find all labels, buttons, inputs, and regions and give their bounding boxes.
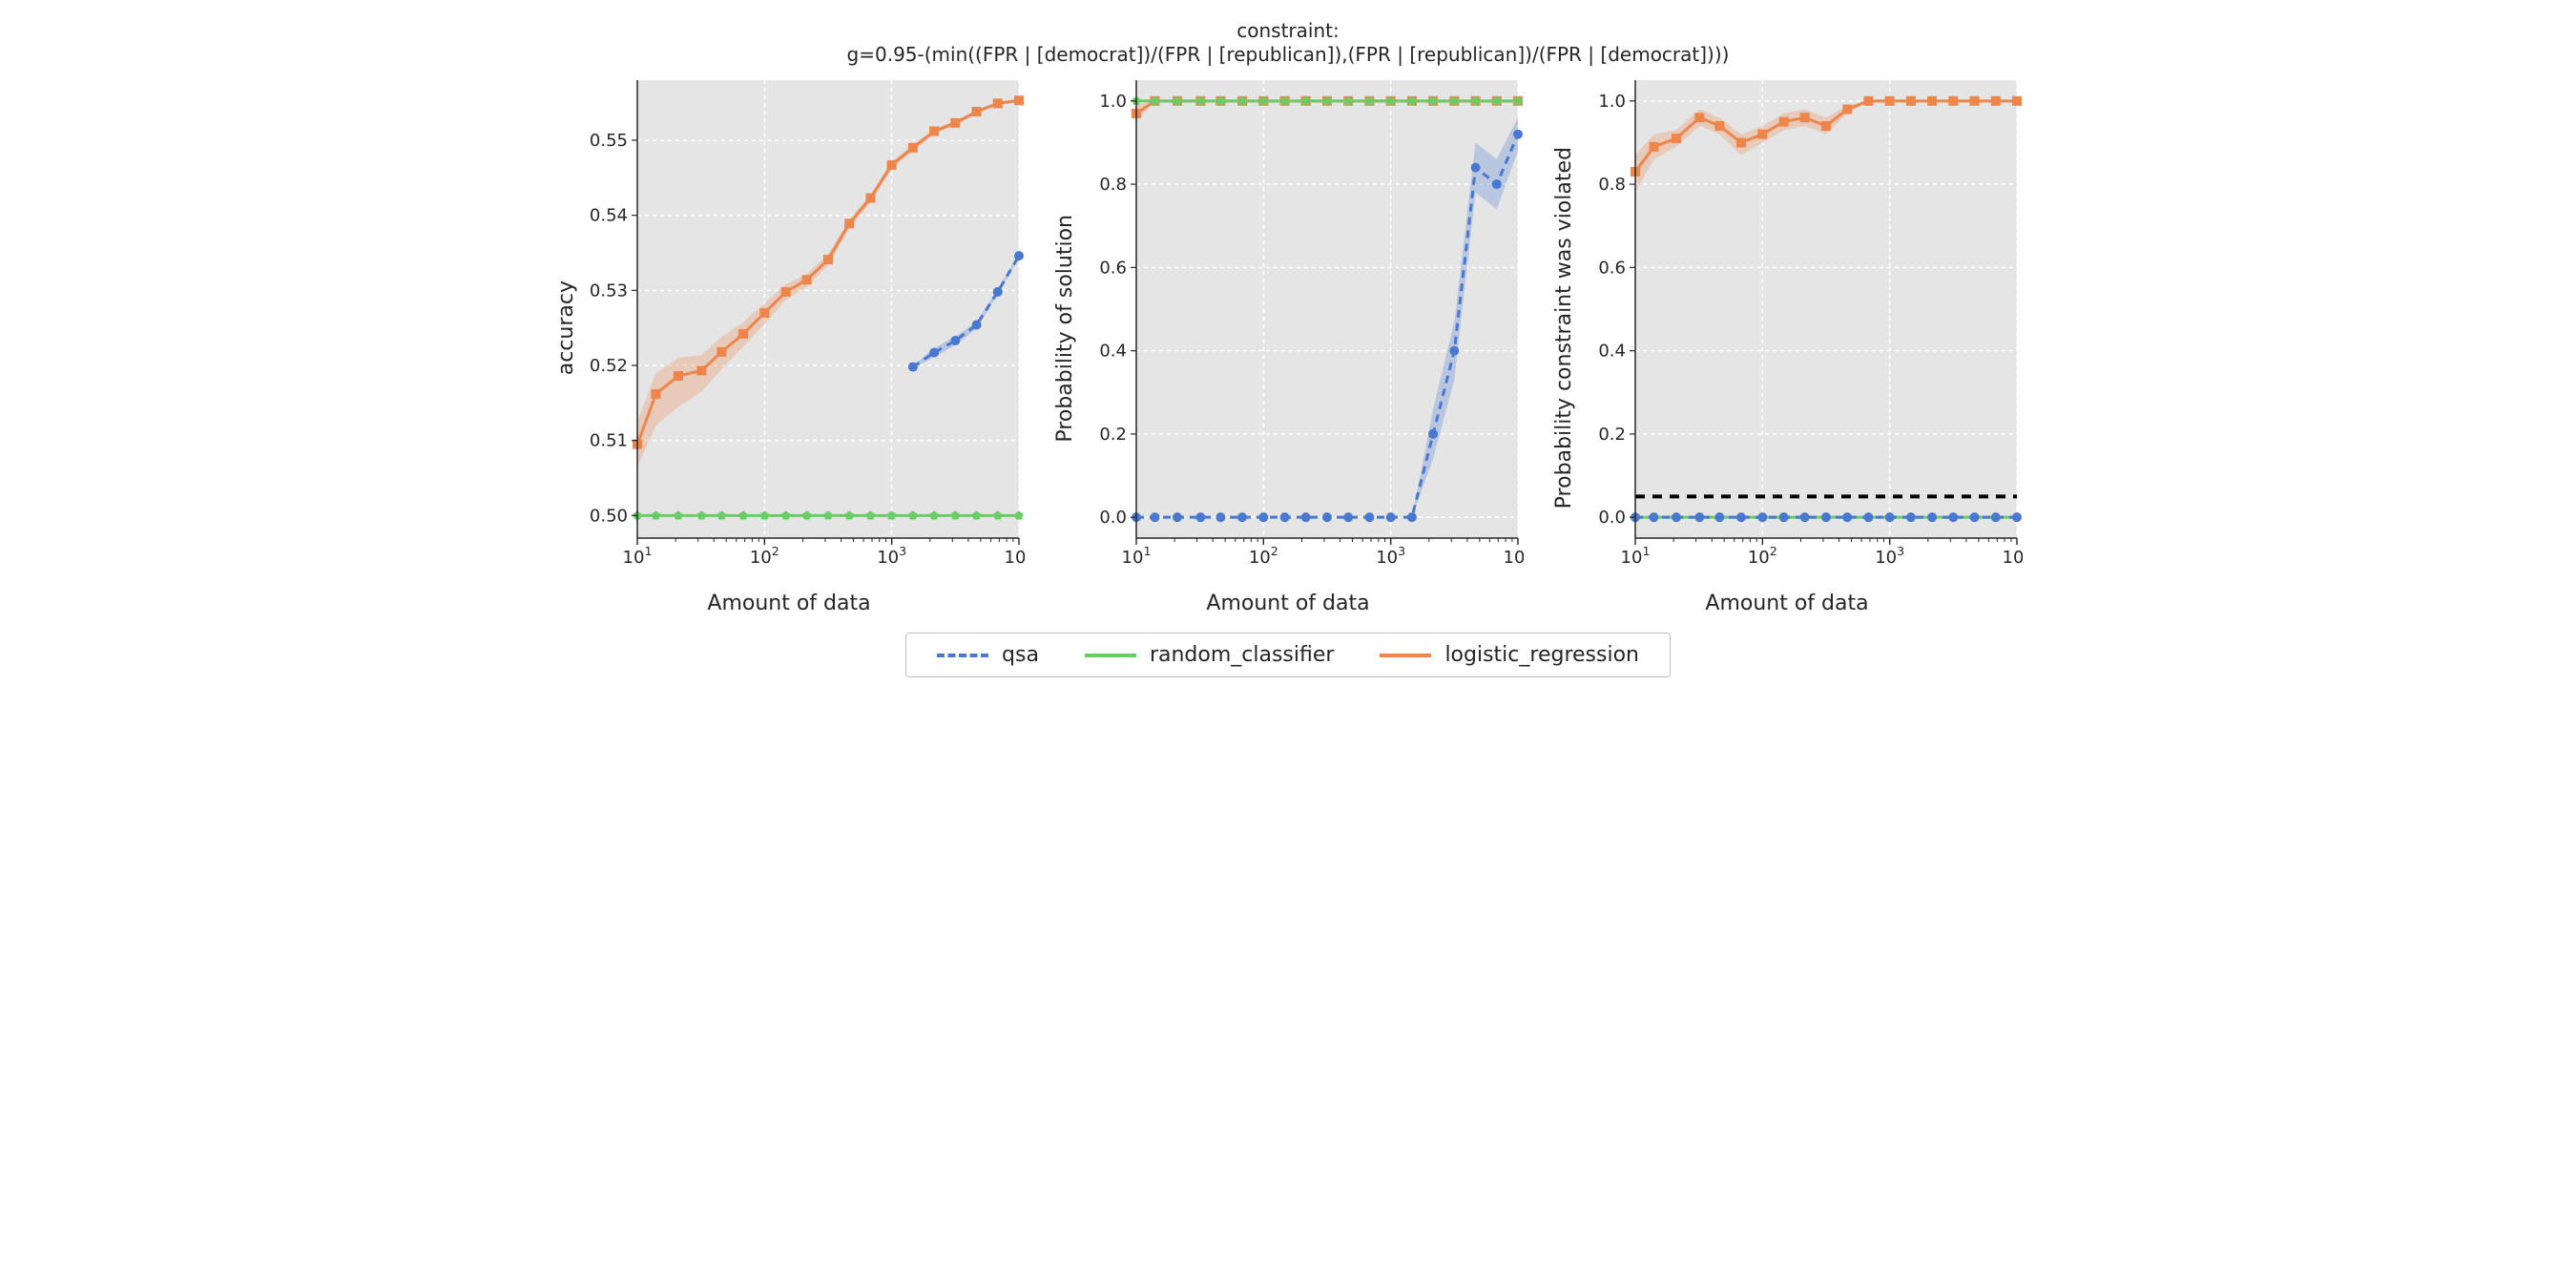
svg-text:0.4: 0.4: [1598, 342, 1626, 362]
panels-row: accuracy 0.500.510.520.530.540.551011021…: [563, 71, 2013, 615]
figure-suptitle: constraint: g=0.95-(min((FPR | [democrat…: [563, 19, 2013, 67]
xlabel-2: Amount of data: [1705, 592, 1868, 615]
figure: constraint: g=0.95-(min((FPR | [democrat…: [563, 19, 2013, 677]
xlabel-1: Amount of data: [1206, 592, 1369, 615]
legend-label-qsa: qsa: [1002, 643, 1039, 667]
legend-line-random: [1085, 654, 1136, 657]
svg-text:0.0: 0.0: [1598, 508, 1626, 528]
svg-text:103: 103: [877, 544, 906, 568]
svg-text:102: 102: [1747, 544, 1776, 568]
legend-label-random: random_classifier: [1150, 643, 1335, 667]
ylabel-2: Probability constraint was violated: [1552, 147, 1576, 509]
svg-text:0.2: 0.2: [1099, 425, 1127, 445]
svg-text:101: 101: [1620, 544, 1650, 568]
svg-text:0.54: 0.54: [589, 206, 627, 226]
panel-svg-0: 0.50 0.51 0.52 0.53 0.54 0.55 101 102 103 104: [578, 71, 1025, 586]
svg-text:102: 102: [1248, 544, 1278, 568]
legend-line-logreg: [1380, 654, 1431, 657]
svg-text:101: 101: [1121, 544, 1151, 568]
svg-text:104: 104: [1004, 544, 1024, 568]
legend-item-random: random_classifier: [1085, 643, 1335, 667]
ylabel-0: accuracy: [554, 280, 578, 375]
legend: qsa random_classifier logistic_regressio…: [905, 633, 1671, 677]
panel-svg-1: 0.0 0.2 0.4 0.6 0.8 1.0 101 102 103 104: [1077, 71, 1524, 586]
svg-text:0.52: 0.52: [589, 356, 627, 376]
svg-text:1.0: 1.0: [1598, 92, 1626, 112]
svg-text:103: 103: [1875, 544, 1904, 568]
svg-text:104: 104: [1503, 544, 1523, 568]
svg-text:104: 104: [2002, 544, 2022, 568]
xlabel-0: Amount of data: [707, 592, 870, 615]
ylabel-1: Probability of solution: [1053, 215, 1077, 443]
svg-text:1.0: 1.0: [1099, 92, 1127, 112]
svg-text:0.6: 0.6: [1598, 258, 1626, 278]
svg-text:0.8: 0.8: [1099, 175, 1127, 195]
svg-text:0.55: 0.55: [589, 131, 627, 151]
svg-text:103: 103: [1376, 544, 1405, 568]
panel-svg-2: 0.0 0.2 0.4 0.6 0.8 1.0 101 102 103 104: [1576, 71, 2023, 586]
svg-text:102: 102: [749, 544, 779, 568]
svg-text:0.50: 0.50: [589, 506, 627, 526]
svg-text:0.2: 0.2: [1598, 425, 1626, 445]
legend-item-logreg: logistic_regression: [1380, 643, 1639, 667]
svg-text:0.53: 0.53: [589, 280, 627, 301]
suptitle-line1: constraint:: [563, 19, 2013, 43]
svg-text:101: 101: [622, 544, 652, 568]
legend-item-qsa: qsa: [937, 643, 1039, 667]
svg-text:0.51: 0.51: [589, 431, 627, 451]
svg-text:0.6: 0.6: [1099, 258, 1127, 278]
legend-line-qsa: [937, 654, 988, 657]
panel-1: Probability of solution 0.0 0.2 0.4 0.6 0.8 1…: [1053, 71, 1524, 615]
svg-text:0.0: 0.0: [1099, 508, 1127, 528]
svg-text:0.8: 0.8: [1598, 175, 1626, 195]
svg-text:0.4: 0.4: [1099, 342, 1127, 362]
suptitle-line2: g=0.95-(min((FPR | [democrat])/(FPR | [r…: [563, 43, 2013, 67]
legend-label-logreg: logistic_regression: [1444, 643, 1639, 667]
panel-2: Probability constraint was violated 0.00…: [1552, 71, 2023, 615]
panel-0: accuracy 0.50 0.51 0.52 0.53 0.54 0.55 101 102 1…: [554, 71, 1025, 615]
